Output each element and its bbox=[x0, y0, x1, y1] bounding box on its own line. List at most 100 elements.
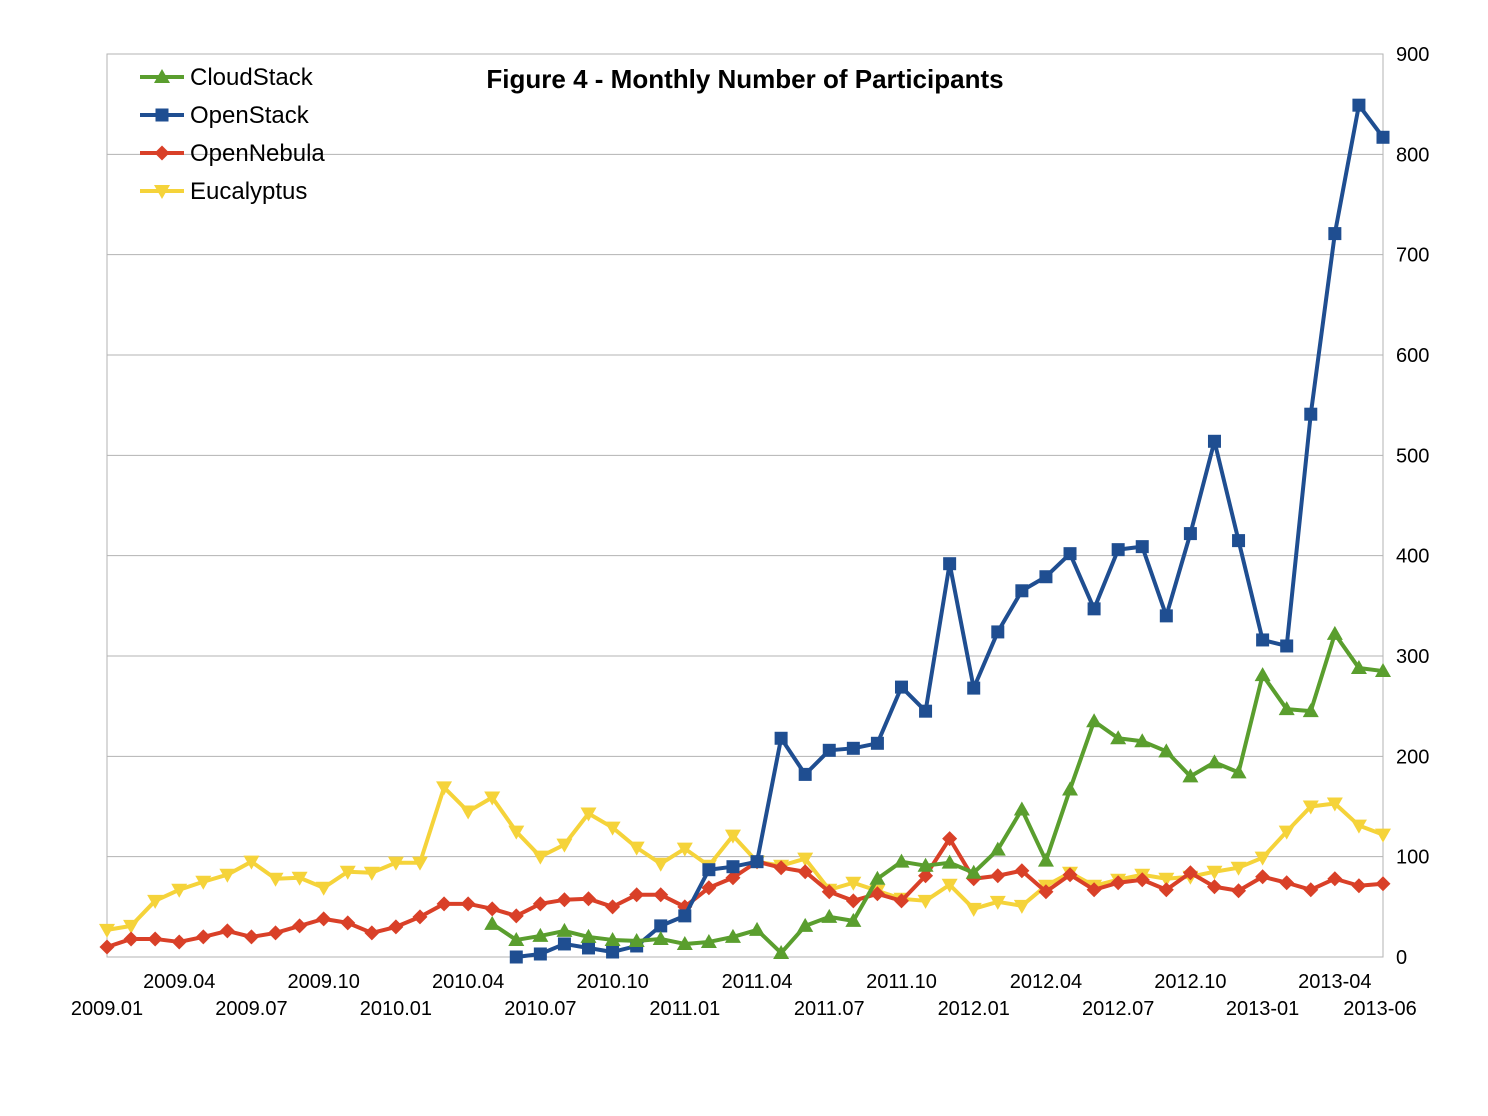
y-tick-label: 300 bbox=[1396, 646, 1429, 668]
legend-item-openstack: OpenStack bbox=[140, 102, 310, 129]
data-point bbox=[1302, 800, 1319, 815]
data-point bbox=[484, 915, 501, 930]
x-tick-label: 2009.07 bbox=[215, 998, 287, 1020]
data-point bbox=[724, 829, 741, 844]
data-point bbox=[1328, 227, 1342, 241]
data-point bbox=[606, 945, 620, 959]
x-tick-label: 2009.10 bbox=[288, 971, 360, 993]
data-point bbox=[917, 857, 934, 872]
data-point bbox=[412, 909, 428, 925]
series-eucalyptus bbox=[99, 781, 1391, 938]
data-point bbox=[941, 854, 958, 869]
data-point bbox=[869, 886, 885, 902]
data-point bbox=[1063, 547, 1077, 561]
data-point bbox=[195, 929, 211, 945]
data-point bbox=[1111, 543, 1125, 557]
data-point bbox=[1134, 872, 1150, 888]
data-point bbox=[1037, 852, 1054, 867]
data-point bbox=[893, 893, 909, 909]
data-point bbox=[291, 871, 308, 886]
legend-marker bbox=[155, 108, 169, 122]
series-line-openstack bbox=[516, 103, 1385, 959]
data-point bbox=[1062, 867, 1078, 883]
data-point bbox=[582, 941, 596, 955]
data-point bbox=[654, 919, 668, 933]
data-point bbox=[363, 866, 380, 881]
data-point bbox=[1038, 884, 1054, 900]
data-point bbox=[532, 896, 548, 912]
data-point bbox=[581, 891, 597, 907]
data-point bbox=[797, 917, 814, 932]
data-point bbox=[99, 939, 115, 955]
data-point bbox=[845, 912, 862, 927]
y-axis-tick-labels: 0 100 200 300 400 500 600 700 800 900 bbox=[1396, 44, 1429, 969]
legend-label: Eucalyptus bbox=[190, 178, 307, 205]
data-point bbox=[557, 937, 571, 951]
data-point bbox=[1206, 865, 1223, 880]
data-point bbox=[509, 950, 523, 964]
data-point bbox=[845, 876, 862, 891]
series-line-eucalyptus bbox=[106, 785, 1384, 932]
data-point bbox=[653, 887, 669, 903]
plot-area-frame bbox=[106, 53, 1384, 958]
x-tick-label: 2011.07 bbox=[794, 998, 865, 1020]
data-point bbox=[943, 557, 957, 571]
data-point bbox=[315, 881, 332, 896]
data-point bbox=[436, 896, 452, 912]
data-point bbox=[1182, 865, 1198, 881]
data-point bbox=[1206, 754, 1223, 769]
x-tick-label: 2012.07 bbox=[1082, 998, 1154, 1020]
data-point bbox=[1159, 609, 1173, 623]
data-point bbox=[388, 919, 404, 935]
y-tick-label: 800 bbox=[1396, 144, 1429, 166]
data-point bbox=[556, 922, 573, 937]
data-point bbox=[893, 853, 910, 868]
x-tick-label: 2013-01 bbox=[1226, 998, 1299, 1020]
x-tick-label: 2010.01 bbox=[360, 998, 432, 1020]
data-point bbox=[1350, 660, 1367, 675]
data-point bbox=[556, 838, 573, 853]
data-point bbox=[1302, 703, 1319, 718]
data-point bbox=[1230, 861, 1247, 876]
data-point bbox=[628, 841, 645, 856]
data-point bbox=[990, 868, 1006, 884]
data-point bbox=[243, 929, 259, 945]
series-layer bbox=[99, 98, 1391, 964]
data-point bbox=[1254, 851, 1271, 866]
data-point bbox=[1207, 434, 1221, 448]
data-point bbox=[1375, 663, 1391, 678]
x-tick-label: 2012.01 bbox=[938, 998, 1010, 1020]
data-point bbox=[1039, 570, 1053, 584]
data-point bbox=[991, 625, 1005, 639]
y-tick-label: 400 bbox=[1396, 546, 1429, 568]
data-point bbox=[1086, 882, 1102, 898]
data-point bbox=[1326, 797, 1343, 812]
series-line-cloudstack bbox=[491, 631, 1384, 955]
y-tick-label: 500 bbox=[1396, 445, 1429, 467]
data-point bbox=[219, 868, 236, 883]
data-point bbox=[1183, 527, 1197, 541]
legend-item-eucalyptus: Eucalyptus bbox=[140, 178, 307, 205]
data-point bbox=[339, 865, 356, 880]
data-point bbox=[532, 927, 549, 942]
data-point bbox=[1231, 883, 1247, 899]
data-point bbox=[1158, 882, 1174, 898]
data-point bbox=[989, 841, 1006, 856]
x-tick-label: 2012.10 bbox=[1154, 971, 1226, 993]
chart-title: Figure 4 - Monthly Number of Participant… bbox=[486, 64, 1003, 94]
data-point bbox=[797, 852, 814, 867]
data-point bbox=[870, 736, 884, 750]
data-point bbox=[822, 743, 836, 757]
data-point bbox=[676, 842, 693, 857]
data-point bbox=[1376, 130, 1390, 144]
y-tick-label: 200 bbox=[1396, 746, 1429, 768]
data-point bbox=[533, 947, 547, 961]
data-point bbox=[1326, 625, 1343, 640]
x-tick-label: 2011.01 bbox=[649, 998, 720, 1020]
data-point bbox=[1158, 743, 1175, 758]
series-cloudstack bbox=[484, 625, 1391, 959]
data-point bbox=[918, 868, 934, 884]
x-tick-label: 2010.10 bbox=[576, 971, 648, 993]
data-point bbox=[846, 741, 860, 755]
data-point bbox=[411, 856, 428, 871]
